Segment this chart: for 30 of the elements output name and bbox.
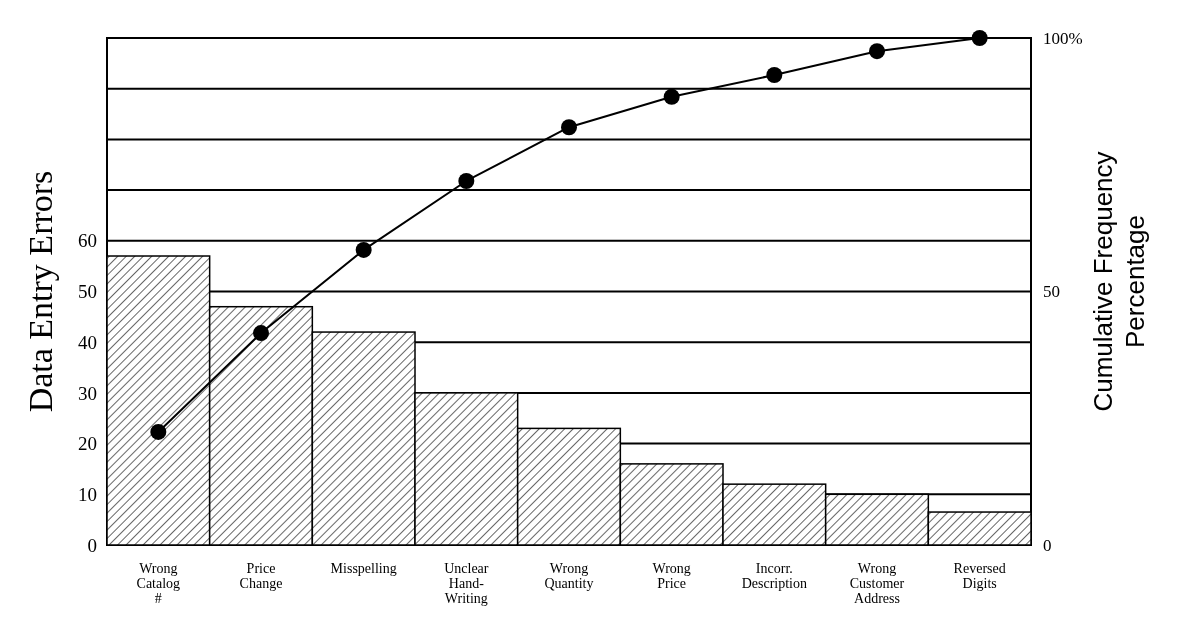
y2-tick-label: 50 — [1043, 282, 1060, 302]
y-tick-label: 0 — [87, 534, 97, 556]
point — [663, 88, 680, 105]
x-tick-label: Incorr. Description — [741, 561, 807, 591]
y-tick-label: 30 — [78, 382, 97, 404]
x-tick-label: Misspelling — [330, 561, 397, 576]
x-tick-label: Wrong Price — [652, 561, 691, 591]
point — [971, 30, 988, 46]
point — [253, 325, 269, 342]
point — [458, 172, 475, 189]
point — [869, 43, 885, 60]
y-tick-label: 10 — [78, 483, 97, 505]
y-tick-label: 50 — [78, 281, 97, 303]
x-tick-label: Wrong Customer Address — [849, 561, 905, 606]
y-tick-label: 20 — [78, 433, 97, 455]
point — [561, 119, 577, 136]
x-tick-label: Reversed Digits — [953, 561, 1006, 591]
point — [355, 241, 372, 258]
y2-tick-label: 100% — [1043, 28, 1083, 48]
y-tick-label: 60 — [78, 230, 97, 252]
y-axis-title: Data Entry Errors — [22, 170, 59, 413]
y-tick-label: 40 — [78, 331, 97, 353]
y2-tick-label: 0 — [1043, 535, 1052, 555]
point — [150, 423, 167, 440]
x-tick-label: Unclear Hand-Writing — [444, 561, 489, 606]
x-tick-label: Wrong Quantity — [544, 561, 594, 591]
y2-axis-title: Cumulative Frequency Percentage — [1088, 151, 1150, 412]
x-tick-label: Wrong Catalog # — [136, 561, 181, 606]
point — [766, 67, 783, 84]
x-tick-label: Price Change — [239, 561, 283, 591]
